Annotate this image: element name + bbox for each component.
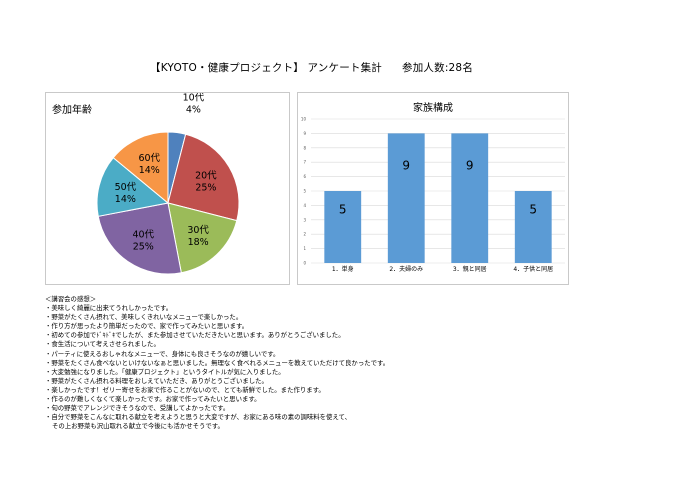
bar-data-label: 9 <box>402 159 410 173</box>
pie-slice <box>112 131 169 205</box>
y-tick-label: 3 <box>303 217 306 222</box>
comment-line: ・野菜がたくさん摂れる料理をおしえていただき、ありがとうございました。 <box>45 376 268 385</box>
bar <box>451 133 489 263</box>
comment-line: ・美味しく綺麗に出来てうれしかったです。 <box>45 304 173 313</box>
pie-slice-percent: 14% <box>139 165 160 176</box>
y-tick-label: 6 <box>303 174 306 179</box>
page-title: 【KYOTO・健康プロジェクト】 アンケート集計 参加人数:28名 <box>150 60 550 75</box>
pie-slice <box>97 202 182 275</box>
y-tick-label: 4 <box>303 203 306 208</box>
bar <box>324 191 362 263</box>
comment-line: その上お野菜も沢山取れる献立で今後にも活かせそうです。 <box>52 422 224 431</box>
pie-slice-percent: 25% <box>195 183 216 194</box>
bar-data-label: 9 <box>466 159 474 173</box>
bar-data-label: 5 <box>339 202 347 216</box>
y-tick-label: 2 <box>303 232 306 237</box>
age-pie-chart-panel: 参加年齢 10代 4% 20代 25% 30代 18% 40代 25% 50代 14% 60代 14% <box>45 92 290 285</box>
comment-line: ・パーティに使えるおしゃれなメニューで、身体にも良さそうなのが嬉しいです。 <box>45 349 280 358</box>
comment-line: ・野菜がたくさん摂れて、美味しくきれいなメニューで楽しかった。 <box>45 313 243 322</box>
x-category-label: 2．夫婦のみ <box>389 265 423 273</box>
bar-data-label: 5 <box>529 202 537 216</box>
comments-section: ＜講習会の感想＞ ・美味しく綺麗に出来てうれしかったです。 ・野菜がたくさん摂れ… <box>45 295 645 431</box>
family-chart-title: 家族構成 <box>413 103 453 114</box>
pie-slice-percent: 4% <box>186 105 201 116</box>
y-tick-label: 0 <box>303 261 306 266</box>
y-tick-label: 8 <box>303 145 306 150</box>
bar <box>387 133 425 263</box>
comment-line: ・野菜をたくさん食べないといけないなぁと思いました。無理なく食べれるメニューを教… <box>45 358 390 367</box>
pie-slice-label: 50代 <box>115 182 137 193</box>
pie-slice-label: 40代 <box>132 229 154 240</box>
comment-line: ・自分で野菜をこんなに取れる献立を考えようと思うと大変ですが、お家にある味の素の… <box>45 413 351 422</box>
bar <box>514 191 552 263</box>
y-tick-label: 7 <box>303 160 306 165</box>
comment-line: ・食生活について考えさせられました。 <box>45 340 160 349</box>
age-chart-title: 参加年齢 <box>52 105 92 116</box>
family-bar-chart-panel: 家族構成 0 1 2 3 4 5 6 7 8 9 10 5 1．単身 9 2．夫婦のみ 9 3．親と同居 5 4．子… <box>297 92 569 285</box>
pie-slice-percent: 18% <box>188 237 209 248</box>
pie-slice <box>167 202 238 274</box>
comment-line: ・初めての参加でﾄﾞｷﾄﾞｷでしたが、また参加させていただきたいと思います。あり… <box>45 331 345 340</box>
y-tick-label: 1 <box>303 246 306 251</box>
x-category-label: 1．単身 <box>332 265 354 273</box>
comment-line: ・旬の野菜でアレンジできそうなので、受講してよかったです。 <box>45 404 230 413</box>
pie-slice-label: 60代 <box>138 153 160 164</box>
survey-title: 【KYOTO・健康プロジェクト】 アンケート集計 <box>150 62 383 74</box>
participant-count: 参加人数:28名 <box>402 62 474 74</box>
pie-slice-percent: 25% <box>133 241 154 252</box>
comment-line: ・作るのが難しくなくて楽しかったです。お家で作ってみたいと思います。 <box>45 395 261 404</box>
y-tick-label: 9 <box>303 131 306 136</box>
comment-line: ・大変勉強になりました。「健康プロジェクト」というタイトルが気に入りました。 <box>45 367 285 376</box>
x-category-label: 4．子供と同居 <box>513 265 553 273</box>
family-bar-chart: 0 1 2 3 4 5 6 7 8 9 10 5 1．単身 9 2．夫婦のみ 9 3．親と同居 5 4．子供と同居 <box>301 117 565 273</box>
pie-slice-percent: 14% <box>115 194 136 205</box>
pie-slice-label: 30代 <box>187 225 209 236</box>
comment-line: ・楽しかったです！ゼリー寄せをお家で作ることがないので、とても新鮮でした。また作… <box>45 385 325 394</box>
comment-line: ・作り方が思ったより簡単だったので、家で作ってみたいと思います。 <box>45 322 249 331</box>
y-tick-label: 10 <box>301 117 307 122</box>
comments-heading: ＜講習会の感想＞ <box>45 295 97 303</box>
y-tick-label: 5 <box>303 189 306 194</box>
pie-slice <box>96 157 170 217</box>
pie-slice <box>167 133 240 222</box>
pie-slice-label: 20代 <box>195 171 217 182</box>
x-category-label: 3．親と同居 <box>453 265 487 273</box>
pie-slice-label: 10代 <box>183 93 205 104</box>
